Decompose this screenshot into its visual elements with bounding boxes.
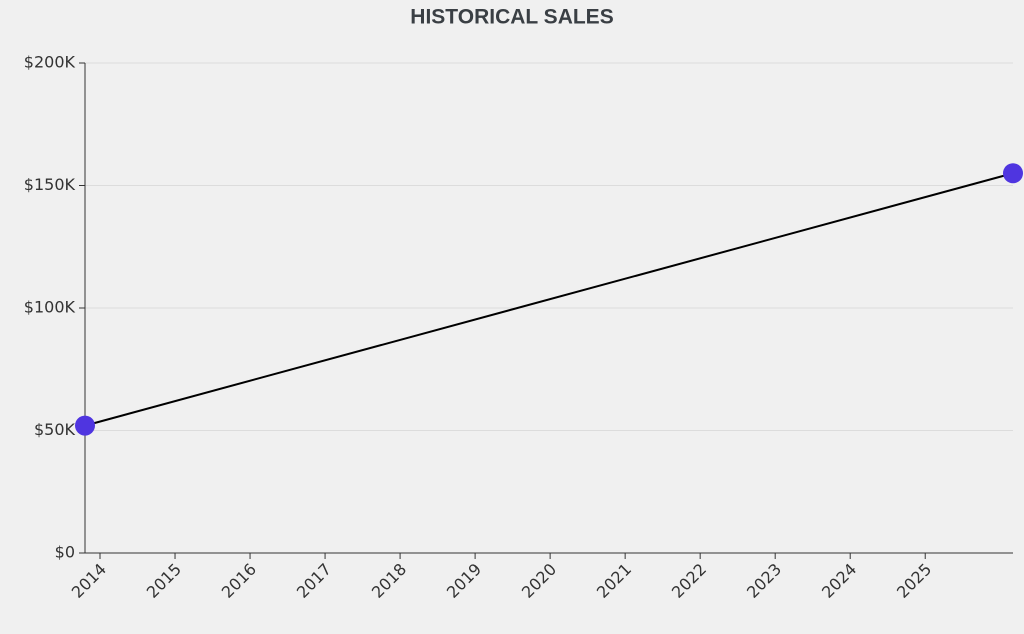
x-tick-label: 2014 [68,560,110,602]
y-tick-label: $0 [55,543,75,562]
x-tick-label: 2016 [218,560,260,602]
chart-title: HISTORICAL SALES [410,6,613,29]
x-tick-label: 2017 [293,560,335,602]
y-tick-label: $150K [24,175,76,194]
y-tick-label: $200K [24,53,76,72]
x-tick-label: 2021 [593,560,635,602]
x-tick-label: 2024 [818,560,860,602]
x-tick-label: 2018 [368,560,410,602]
point [75,415,95,436]
line [84,172,1014,427]
x-tick-label: 2025 [893,560,935,602]
x-tick-label: 2022 [668,560,710,602]
point [1003,163,1023,184]
x-tick-label: 2023 [743,560,785,602]
y-tick-label: $100K [24,298,76,317]
y-tick-label: $50K [34,420,76,439]
x-tick-label: 2019 [443,560,485,602]
x-tick-label: 2020 [518,560,560,602]
x-tick-label: 2015 [143,560,185,602]
